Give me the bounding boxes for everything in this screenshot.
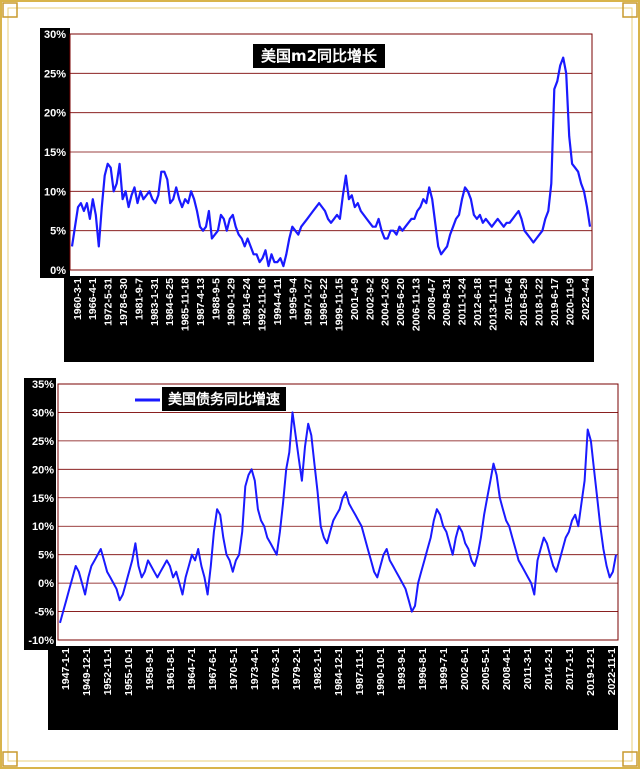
c2-ytick-label: 5%: [38, 550, 54, 562]
c2-xtick-label: 1982-1-1: [312, 648, 324, 690]
c2-xtick-label: 1964-7-1: [186, 648, 198, 690]
c1-xtick-label: 2011-1-24: [457, 278, 469, 325]
c1-xtick-label: 2013-11-11: [487, 278, 499, 331]
c1-xtick-label: 1984-6-25: [164, 278, 176, 326]
c1-xtick-label: 2015-4-6: [503, 278, 515, 320]
c2-xtick-label: 1958-9-1: [144, 648, 156, 690]
c1-xtick-label: 1988-9-5: [210, 278, 222, 320]
c1-xtick-label: 2004-1-26: [380, 278, 392, 326]
c1-xtick-label: 1998-6-22: [318, 278, 330, 326]
c2-xtick-label: 1961-8-1: [165, 648, 177, 690]
c1-xtick-label: 2016-8-29: [518, 278, 530, 326]
c1-xtick-label: 1983-1-31: [149, 278, 161, 326]
chart-1-xlabel-bar: [64, 276, 594, 362]
c2-xtick-label: 1949-12-1: [81, 648, 93, 696]
c2-xtick-label: 1979-2-1: [291, 648, 303, 690]
c2-ytick-label: 0%: [38, 578, 54, 590]
c2-ytick-label: 15%: [32, 493, 54, 505]
c1-xtick-label: 1997-1-27: [303, 278, 315, 326]
c1-xtick-label: 1995-9-4: [287, 278, 299, 320]
c1-xtick-label: 2008-4-7: [426, 278, 438, 320]
c2-xtick-label: 1952-11-1: [102, 648, 114, 695]
c1-xtick-label: 2002-9-2: [364, 278, 376, 320]
c1-xtick-label: 1999-11-15: [333, 278, 345, 331]
chart-2-axis-bar: [24, 378, 56, 650]
c2-xtick-label: 1955-10-1: [123, 648, 135, 696]
c1-ytick-label: 15%: [44, 147, 66, 159]
c1-xtick-label: 1960-3-1: [72, 278, 84, 320]
chart-1-title: 美国m2同比增长: [261, 47, 378, 65]
chart-2-legend-label: 美国债务同比增速: [168, 391, 280, 408]
c1-ytick-label: 25%: [44, 68, 66, 80]
c1-xtick-label: 2018-1-22: [534, 278, 546, 326]
c2-xtick-label: 2017-1-1: [564, 648, 576, 690]
c1-xtick-label: 1985-11-18: [180, 278, 192, 331]
c1-xtick-label: 1972-5-31: [103, 278, 115, 326]
chart-2: -10% -5% 0% 5% 10% 15% 20% 25% 30% 35% 1947-1-1 19…: [24, 378, 619, 730]
c1-ytick-label: 5%: [50, 226, 66, 238]
c1-xtick-label: 2009-8-31: [441, 278, 453, 326]
c1-xtick-label: 2001-4-9: [349, 278, 361, 320]
c2-ytick-label: 20%: [32, 464, 54, 476]
c1-ytick-label: 30%: [44, 29, 66, 41]
c2-xtick-label: 2022-11-1: [606, 648, 618, 695]
c2-ytick-label: -5%: [34, 607, 54, 619]
c2-ytick-label: 10%: [32, 521, 54, 533]
c2-xtick-label: 2002-6-1: [459, 648, 471, 690]
c2-xtick-label: 2005-5-1: [480, 648, 492, 690]
c2-ytick-label: 25%: [32, 436, 54, 448]
c2-xtick-label: 1967-6-1: [207, 648, 219, 690]
c1-ytick-label: 10%: [44, 186, 66, 198]
c1-xtick-label: 2006-11-13: [410, 278, 422, 331]
c1-xtick-label: 1978-6-30: [118, 278, 130, 326]
chart-1-legend: 美国m2同比增长: [253, 44, 385, 68]
c1-xtick-label: 2020-11-9: [564, 278, 576, 325]
c1-xtick-label: 2012-6-18: [472, 278, 484, 326]
c1-ytick-label: 20%: [44, 108, 66, 120]
c1-xtick-label: 1990-1-29: [226, 278, 238, 326]
c1-xtick-label: 1987-4-13: [195, 278, 207, 326]
c1-xtick-label: 1991-6-24: [241, 278, 253, 326]
c2-xtick-label: 1990-10-1: [375, 648, 387, 696]
c2-xtick-label: 1987-11-1: [354, 648, 366, 695]
c1-xtick-label: 2005-6-20: [395, 278, 407, 326]
chart-1: 0% 5% 10% 15% 20% 25% 30% 1960-3-1 1966-4-1 1972…: [40, 28, 594, 362]
c2-ytick-label: 30%: [32, 407, 54, 419]
chart-1-series-line: [70, 56, 592, 268]
c2-xtick-label: 1970-5-1: [228, 648, 240, 690]
chart-1-axis-bar: [40, 28, 70, 278]
chart-2-series-line: [59, 411, 617, 624]
chart-2-legend: 美国债务同比增速: [135, 387, 286, 411]
c1-ytick-label: 0%: [50, 265, 66, 277]
chart-2-xlabel-bar: [48, 646, 618, 730]
c2-xtick-label: 2019-12-1: [585, 648, 597, 696]
c2-xtick-label: 1976-3-1: [270, 648, 282, 690]
c1-xtick-label: 1992-11-16: [257, 278, 269, 331]
c1-xtick-label: 1994-4-11: [272, 278, 284, 325]
c2-xtick-label: 1947-1-1: [60, 648, 72, 690]
c1-xtick-label: 1981-9-7: [133, 278, 145, 320]
c2-xtick-label: 1993-9-1: [396, 648, 408, 690]
c2-xtick-label: 2014-2-1: [543, 648, 555, 690]
c1-xtick-label: 1966-4-1: [87, 278, 99, 320]
c2-ytick-label: -10%: [28, 635, 54, 647]
c2-xtick-label: 2008-4-1: [501, 648, 513, 690]
c1-xtick-label: 2022-4-4: [580, 278, 592, 320]
c2-xtick-label: 2011-3-1: [522, 648, 534, 690]
c2-xtick-label: 1999-7-1: [438, 648, 450, 690]
c2-xtick-label: 1984-12-1: [333, 648, 345, 696]
c1-xtick-label: 2019-6-17: [549, 278, 561, 326]
c2-xtick-label: 1996-8-1: [417, 648, 429, 690]
c2-ytick-label: 35%: [32, 379, 54, 391]
c2-xtick-label: 1973-4-1: [249, 648, 261, 690]
